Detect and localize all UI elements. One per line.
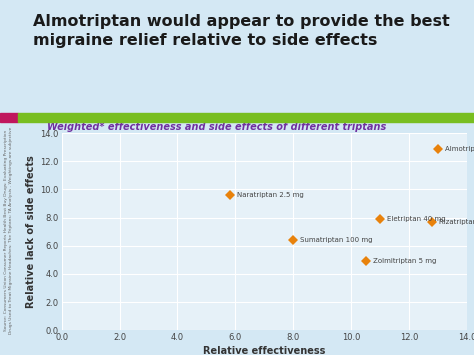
Text: Weighted* effectiveness and side effects of different triptans: Weighted* effectiveness and side effects… <box>47 121 387 132</box>
Y-axis label: Relative lack of side effects: Relative lack of side effects <box>26 155 36 308</box>
X-axis label: Relative effectiveness: Relative effectiveness <box>203 346 326 355</box>
Text: Eletriptan 40 mg: Eletriptan 40 mg <box>387 216 446 222</box>
Text: Sumatriptan 100 mg: Sumatriptan 100 mg <box>301 237 373 243</box>
Text: Zolmitriptan 5 mg: Zolmitriptan 5 mg <box>373 258 436 264</box>
Text: Almotriptan would appear to provide the best
migraine relief relative to side ef: Almotriptan would appear to provide the … <box>33 14 450 48</box>
Text: Naratriptan 2.5 mg: Naratriptan 2.5 mg <box>237 192 303 198</box>
Text: Source: Consumers Union Consumer Reports Health Best Buy Drugs: Evaluating Presc: Source: Consumers Union Consumer Reports… <box>4 127 13 334</box>
Text: Almotriptan 12.5 mg: Almotriptan 12.5 mg <box>445 146 474 152</box>
Text: Rizatriptan 10 mg: Rizatriptan 10 mg <box>439 219 474 225</box>
